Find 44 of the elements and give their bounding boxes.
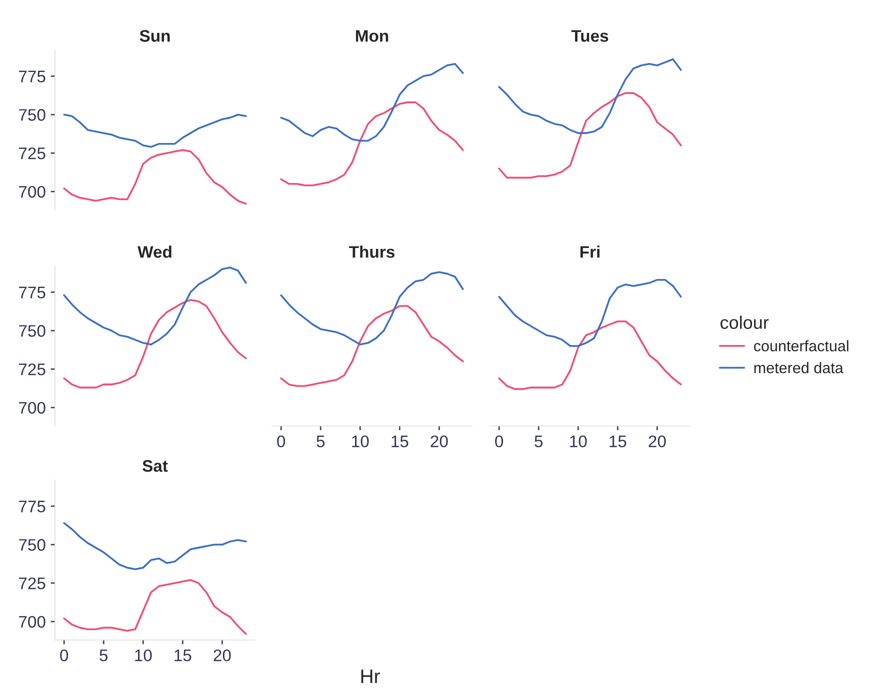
chart-title: Sun xyxy=(140,30,170,42)
line-series xyxy=(63,149,247,205)
y-tick-label: 725 xyxy=(19,577,46,590)
chart-title: Thurs xyxy=(349,246,394,258)
x-tick-label: 15 xyxy=(392,436,408,448)
x-tick-label: 5 xyxy=(534,436,543,448)
line-series xyxy=(63,298,247,388)
y-tick-label: 750 xyxy=(19,109,46,121)
y-tick-label: 725 xyxy=(19,363,46,376)
x-tick-label: 20 xyxy=(430,435,448,448)
x-tick-label: 15 xyxy=(610,436,626,448)
y-tick-label: 775 xyxy=(19,70,46,82)
x-tick-label: 0 xyxy=(495,435,504,448)
x-tick-label: 5 xyxy=(316,436,325,448)
line-series xyxy=(63,522,247,570)
y-tick-label: 700 xyxy=(19,402,46,414)
chart-title: Wed xyxy=(138,246,172,258)
y-tick-label: 700 xyxy=(19,616,46,628)
x-tick-label: 10 xyxy=(352,435,369,448)
y-tick-label: 775 xyxy=(19,286,46,298)
x-tick-label: 20 xyxy=(214,649,231,662)
y-tick-label: 725 xyxy=(19,147,46,160)
chart-title: Sat xyxy=(142,460,168,472)
y-tick-label: 775 xyxy=(19,500,46,512)
x-tick-label: 10 xyxy=(135,649,152,662)
legend-label: counterfactual xyxy=(754,340,848,352)
y-tick-label: 700 xyxy=(19,186,46,198)
x-tick-label: 0 xyxy=(60,649,68,662)
x-axis-title: Hr xyxy=(361,670,380,684)
x-tick-label: 5 xyxy=(100,650,108,662)
x-tick-label: 0 xyxy=(277,435,286,448)
legend-title: colour xyxy=(720,316,769,329)
y-tick-label: 750 xyxy=(19,325,46,337)
line-series xyxy=(63,579,247,635)
line-series xyxy=(63,114,247,148)
x-tick-label: 15 xyxy=(174,650,192,662)
x-tick-label: 20 xyxy=(648,435,666,448)
x-tick-label: 10 xyxy=(570,435,587,448)
legend-label: metered data xyxy=(754,362,844,374)
line-series xyxy=(63,266,247,346)
chart-title: Tues xyxy=(571,30,608,42)
y-tick-label: 750 xyxy=(19,539,46,551)
chart-title: Mon xyxy=(356,30,388,42)
chart-title: Fri xyxy=(580,246,600,258)
